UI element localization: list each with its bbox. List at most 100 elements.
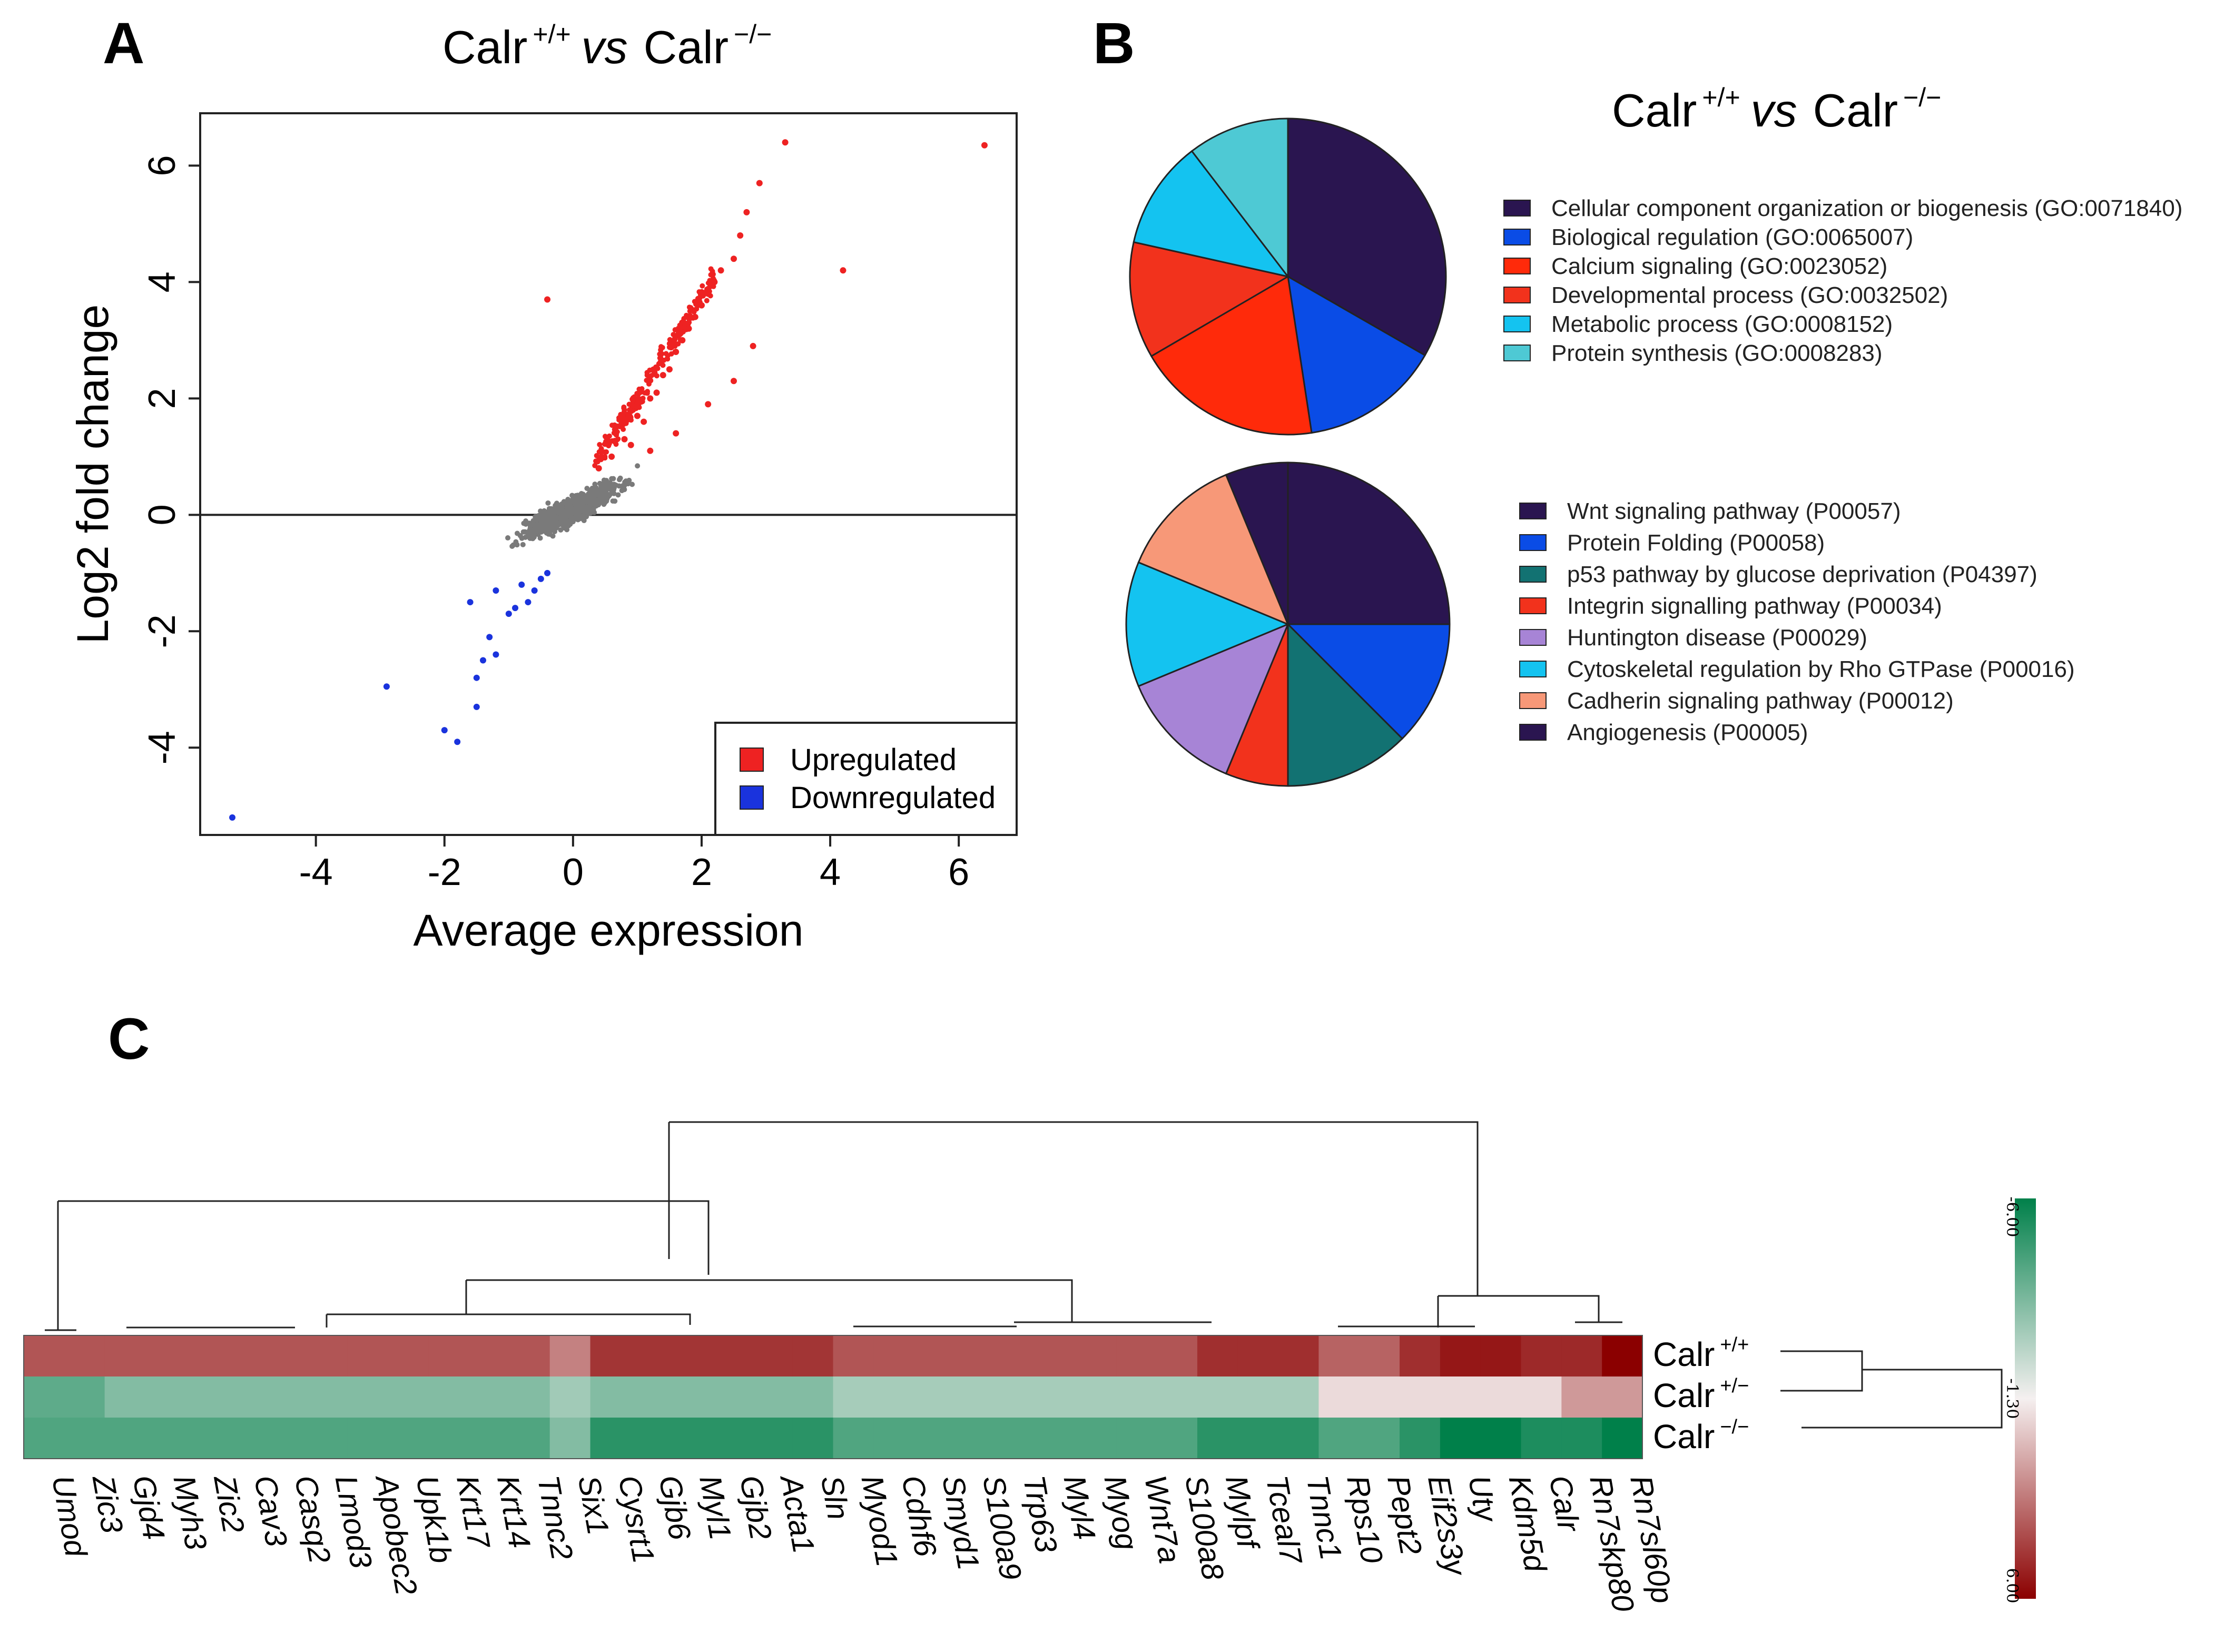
up-point — [679, 337, 686, 343]
heatmap-cell — [388, 1376, 429, 1418]
up-point — [608, 453, 615, 460]
dendrogram-leaves — [45, 1321, 1622, 1331]
ns-point — [510, 542, 516, 548]
ns-point — [610, 498, 616, 504]
heatmap-cell — [1521, 1335, 1562, 1377]
down-point — [467, 599, 474, 606]
heatmap-cell — [1440, 1418, 1481, 1459]
dendrogram-right-branch — [1437, 1295, 1600, 1328]
gene-label: Krt14 — [490, 1473, 537, 1551]
heatmap-cell — [307, 1376, 348, 1418]
sample-dendrogram-lines — [1780, 1350, 2003, 1429]
heatmap-cell — [995, 1418, 1036, 1459]
ns-point — [575, 504, 580, 509]
heatmap-cell — [671, 1376, 712, 1418]
heatmap-cell — [1521, 1376, 1562, 1418]
up-point — [668, 342, 674, 348]
down-point — [531, 587, 538, 594]
gene-label: Pept2 — [1381, 1473, 1428, 1558]
pie-legend-swatch — [1519, 724, 1547, 741]
ns-point — [569, 506, 575, 512]
heatmap-cell — [1318, 1376, 1360, 1418]
up-point — [602, 449, 608, 455]
up-point — [615, 436, 621, 442]
gene-label: Cysrt1 — [612, 1473, 661, 1566]
ns-point — [592, 491, 598, 497]
heatmap-cell — [226, 1418, 267, 1459]
gene-label: Cav3 — [248, 1473, 294, 1549]
pie-slice — [1137, 474, 1289, 626]
up-point — [653, 389, 660, 396]
up-point — [634, 412, 641, 419]
up-point — [614, 423, 620, 429]
up-point — [681, 316, 687, 321]
heatmap-cell — [954, 1418, 996, 1459]
up-point — [626, 401, 632, 407]
up-point — [659, 372, 666, 379]
ns-point — [505, 535, 511, 541]
ns-point — [597, 487, 603, 493]
heatmap-cell — [1359, 1418, 1400, 1459]
y-axis-ticks: -4 -2 0 2 4 6 — [141, 155, 200, 764]
heatmap-cell — [1400, 1418, 1441, 1459]
heatmap-cell — [428, 1335, 469, 1377]
up-point — [675, 330, 681, 336]
heatmap-cell — [833, 1335, 874, 1377]
heatmap-cell — [792, 1335, 834, 1377]
ns-point — [589, 486, 595, 492]
upregulated-points — [544, 139, 988, 471]
heatmap-cell — [954, 1376, 996, 1418]
up-point — [743, 209, 750, 215]
ns-point — [545, 522, 550, 527]
ns-point — [565, 497, 571, 503]
x-tick-label: 4 — [820, 851, 841, 893]
heatmap-cell — [64, 1376, 105, 1418]
pie-legend-swatch — [1503, 258, 1531, 274]
gene-label: Uty — [1462, 1473, 1504, 1526]
ns-point — [578, 491, 584, 497]
pie-legend-swatch — [1519, 661, 1547, 677]
up-point — [687, 312, 693, 318]
up-point — [672, 336, 677, 341]
up-point — [666, 366, 673, 373]
heatmap-cell — [1359, 1376, 1400, 1418]
ns-point — [533, 525, 538, 531]
ns-point — [550, 533, 556, 539]
ns-point — [561, 525, 567, 530]
pie-legend-label: Metabolic process (GO:0008152) — [1551, 311, 1893, 337]
ns-point — [615, 492, 621, 498]
up-point — [597, 441, 603, 447]
heatmap-cell — [24, 1376, 65, 1418]
up-point — [677, 324, 683, 330]
heatmap-cell — [1157, 1418, 1198, 1459]
pie-legend-label: Biological regulation (GO:0065007) — [1551, 224, 1913, 250]
ns-point — [541, 528, 547, 534]
heatmap-cell — [469, 1335, 510, 1377]
pie-legend-label: Angiogenesis (P00005) — [1567, 720, 1808, 745]
heatmap-cell — [671, 1335, 712, 1377]
ns-point — [545, 526, 550, 532]
heatmap-row-label: Calr +/+ — [1653, 1334, 1749, 1373]
up-point — [717, 267, 724, 274]
scatter-plot: -4 -2 0 2 4 6 -4 -2 0 2 4 6 Average expression Log… — [68, 112, 1018, 955]
pie-slice — [1287, 461, 1451, 625]
up-point — [621, 416, 627, 422]
ns-point — [552, 514, 558, 520]
heatmap-cell — [1561, 1376, 1602, 1418]
heatmap-cell — [1400, 1376, 1441, 1418]
heatmap-cell — [752, 1376, 793, 1418]
up-point — [756, 180, 763, 186]
up-point — [693, 301, 699, 307]
heatmap-cell — [752, 1418, 793, 1459]
heatmap-cell — [833, 1418, 874, 1459]
heatmap-cell — [1197, 1335, 1238, 1377]
down-point — [493, 651, 499, 658]
pie-slice — [1286, 623, 1451, 740]
heatmap-cell — [104, 1335, 146, 1377]
ns-point — [607, 491, 613, 497]
gene-label: Myl1 — [693, 1473, 737, 1542]
pie-legend-swatch — [1503, 200, 1531, 217]
heatmap-cell — [469, 1418, 510, 1459]
up-point — [707, 278, 713, 283]
heatmap-cell — [388, 1418, 429, 1459]
